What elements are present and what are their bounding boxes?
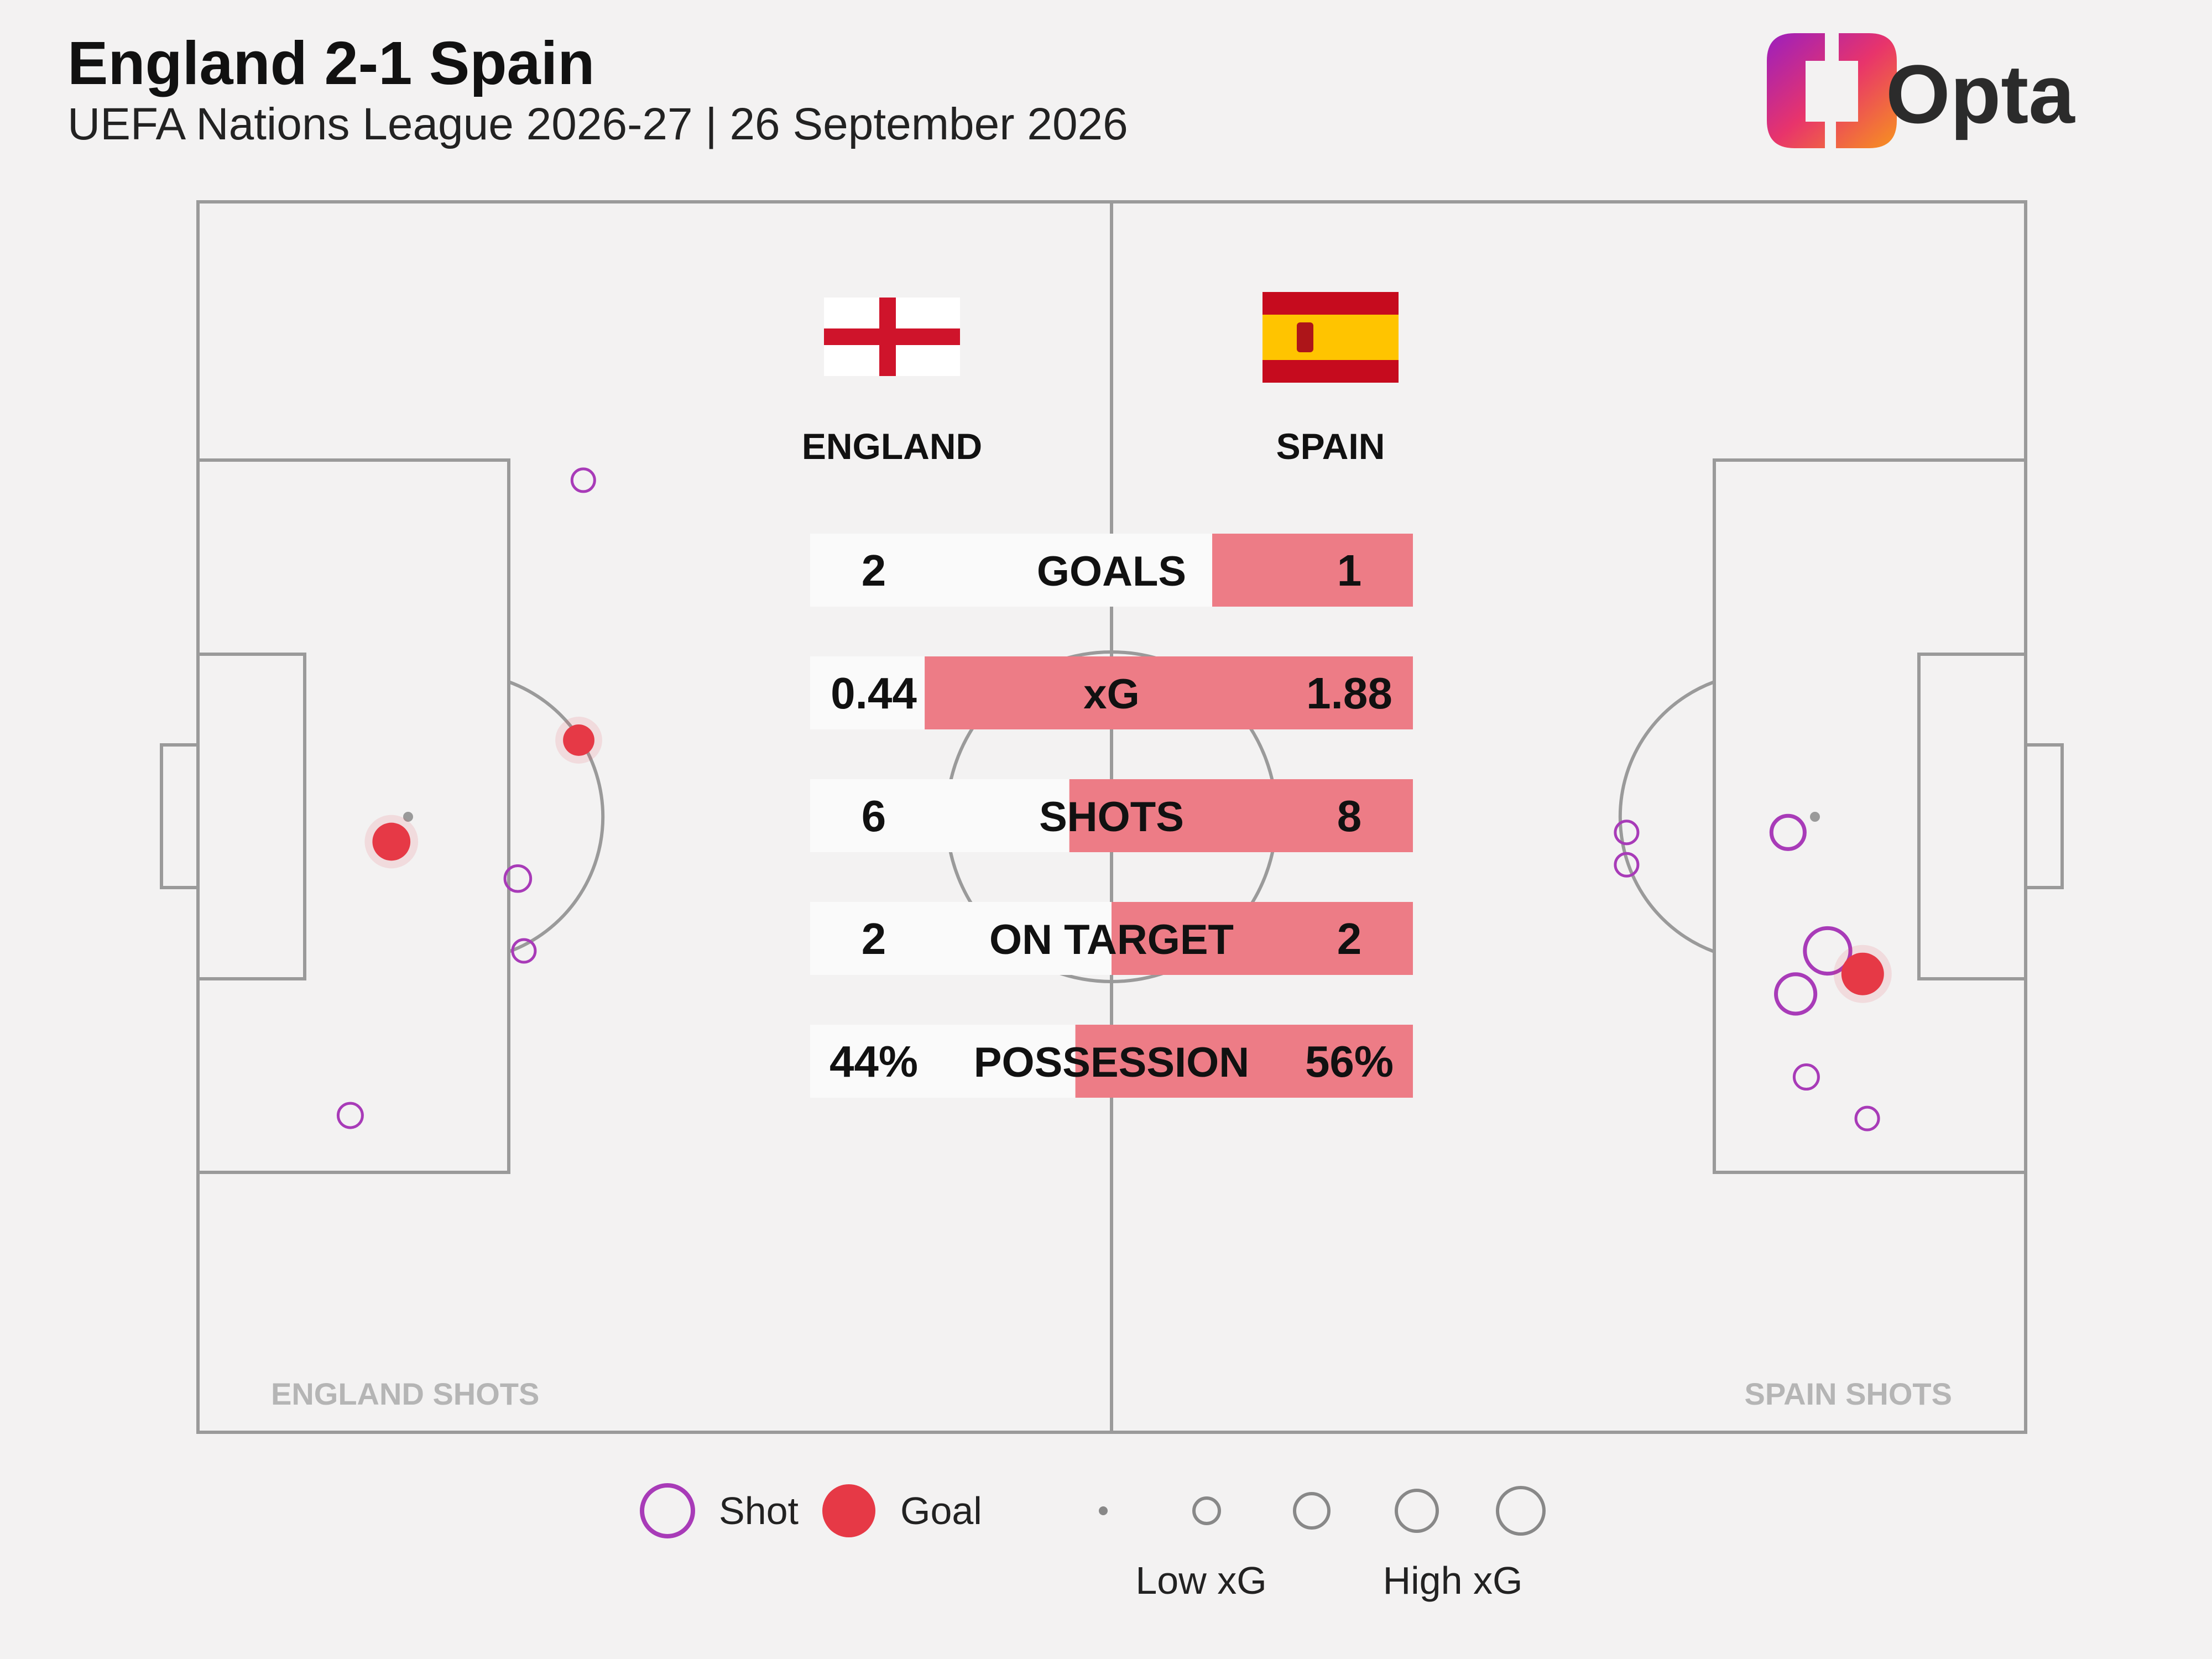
- shot-marker: [1854, 1105, 1880, 1131]
- opta-logo-text: Opta: [1886, 48, 2075, 140]
- spain-shots-label: SPAIN SHOTS: [1745, 1376, 1952, 1411]
- stat-home-value: 44%: [830, 1037, 918, 1086]
- england-flag: [824, 298, 960, 376]
- legend-shot-label: Shot: [719, 1489, 799, 1532]
- stat-row-possession: 44% POSSESSION 56%: [810, 1025, 1413, 1098]
- legend-high-xg: High xG: [1383, 1559, 1523, 1602]
- right-six-yard-box: [1917, 653, 2027, 980]
- shot-series-england: [336, 467, 602, 1129]
- right-goal: [2024, 743, 2064, 889]
- shot-marker: [1803, 926, 1853, 976]
- stat-row-goals: 2 GOALS 1: [810, 534, 1413, 607]
- shots-layer: [336, 467, 1892, 1131]
- right-penalty-box: [1713, 458, 2027, 1174]
- left-penalty-arc: [508, 680, 605, 953]
- pitch: [160, 200, 2064, 1434]
- legend: Shot Goal Low xG High xG: [640, 1483, 1546, 1602]
- stat-home-value: 0.44: [831, 669, 917, 718]
- stat-bar-away: [1212, 534, 1413, 607]
- legend-goal-marker: [822, 1484, 875, 1537]
- goal-marker: [563, 724, 594, 756]
- legend-xg-size-4: [1395, 1489, 1439, 1533]
- legend-shot-marker: [640, 1483, 695, 1538]
- right-penalty-arc: [1618, 680, 1715, 953]
- legend-goal-label: Goal: [900, 1489, 982, 1532]
- england-shots-label: ENGLAND SHOTS: [271, 1376, 539, 1411]
- shot-marker: [511, 938, 537, 964]
- stat-label: SHOTS: [1039, 794, 1184, 841]
- stat-bar-away: [1112, 902, 1413, 975]
- stat-away-value: 56%: [1305, 1037, 1394, 1086]
- stat-away-value: 1.88: [1306, 669, 1392, 718]
- goal-marker: [1841, 952, 1884, 995]
- stat-away-value: 2: [1337, 914, 1362, 963]
- stat-bar-away: [1075, 1025, 1413, 1098]
- page-title: England 2-1 Spain: [67, 29, 594, 97]
- right-penalty-spot: [1810, 812, 1820, 822]
- left-six-yard-box: [196, 653, 306, 980]
- shot-marker: [570, 467, 596, 493]
- team-name-england: ENGLAND: [802, 426, 982, 467]
- stat-home-value: 2: [862, 914, 886, 963]
- goal-marker: [372, 822, 411, 861]
- left-penalty-spot: [403, 812, 413, 822]
- stat-bar-away: [925, 656, 1413, 729]
- stat-away-value: 8: [1337, 791, 1362, 841]
- left-goal: [160, 743, 200, 889]
- legend-xg-size-1: [1099, 1506, 1108, 1515]
- stat-label: xG: [1083, 671, 1139, 718]
- stat-bar-away: [1069, 779, 1413, 852]
- stat-row-on-target: 2 ON TARGET 2: [810, 902, 1413, 975]
- shot-marker: [1769, 813, 1807, 851]
- shot-series-spain: [1614, 813, 1892, 1131]
- spain-flag: [1262, 292, 1399, 383]
- shot-marker: [1792, 1063, 1820, 1091]
- team-name-spain: SPAIN: [1276, 426, 1385, 467]
- opta-logo-mark-icon: [1767, 33, 1897, 148]
- stats-table: 2 GOALS 1 0.44 xG 1.88 6 SHOTS 8 2 ON TARGET 2 44% PO…: [810, 534, 1413, 1098]
- left-penalty-box: [196, 458, 510, 1174]
- shot-marker: [503, 864, 533, 893]
- stat-label: POSSESSION: [974, 1039, 1249, 1086]
- shot-marker: [1614, 852, 1640, 878]
- legend-xg-size-3: [1293, 1492, 1331, 1530]
- stat-label: GOALS: [1037, 548, 1186, 595]
- stat-home-value: 2: [862, 546, 886, 595]
- page-subtitle: UEFA Nations League 2026-27 | 26 Septemb…: [67, 99, 1128, 149]
- legend-xg-size-5: [1496, 1486, 1546, 1536]
- stat-row-shots: 6 SHOTS 8: [810, 779, 1413, 852]
- legend-low-xg: Low xG: [1135, 1559, 1266, 1602]
- shot-marker: [336, 1102, 364, 1129]
- stat-home-value: 6: [862, 791, 886, 841]
- legend-xg-size-2: [1192, 1496, 1221, 1525]
- opta-logo: Opta: [1767, 33, 2075, 148]
- spain-coat-of-arms-icon: [1297, 322, 1313, 352]
- stat-away-value: 1: [1337, 546, 1362, 595]
- shot-marker: [1774, 972, 1818, 1016]
- stat-label: ON TARGET: [989, 916, 1234, 963]
- shot-marker: [1614, 820, 1640, 846]
- stat-row-xg: 0.44 xG 1.88: [810, 656, 1413, 729]
